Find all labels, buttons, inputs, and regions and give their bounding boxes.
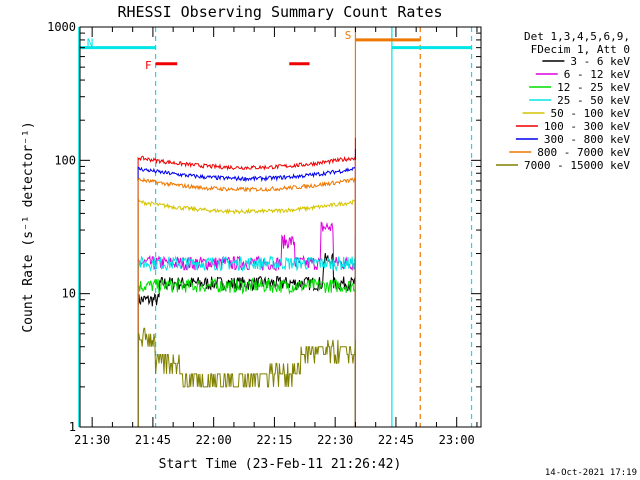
x-tick-label: 21:30: [74, 433, 110, 447]
legend-entry-label: 12 - 25 keV: [557, 81, 630, 94]
series-line: [137, 137, 356, 427]
flag-label: N: [87, 37, 94, 50]
x-tick-label: 23:00: [439, 433, 475, 447]
series-line: [137, 253, 356, 427]
series-line: [137, 182, 356, 427]
legend: Det 1,3,4,5,6,9,FDecim 1, Att 03 - 6 keV…: [496, 30, 630, 172]
series-line: [137, 221, 356, 427]
x-tick-label: 22:15: [256, 433, 292, 447]
legend-entry-label: 100 - 300 keV: [544, 120, 630, 133]
series-line: [137, 327, 356, 427]
legend-entry-label: 25 - 50 keV: [557, 94, 630, 107]
y-tick-label: 100: [54, 153, 76, 167]
legend-entry-label: 800 - 7000 keV: [537, 146, 630, 159]
flag-label: S: [345, 29, 352, 42]
y-tick-label: 1000: [47, 20, 76, 34]
x-tick-label: 22:30: [317, 433, 353, 447]
series-line: [137, 235, 356, 427]
legend-entry-label: 50 - 100 keV: [551, 107, 631, 120]
y-axis-label: Count Rate (s⁻¹ detector⁻¹): [21, 121, 36, 332]
plot-area: N F S: [78, 27, 473, 427]
chart-title: RHESSI Observing Summary Count Rates: [117, 3, 442, 21]
footer-date: 14-Oct-2021 17:19: [545, 468, 637, 478]
axes-frame: [79, 26, 482, 428]
series-line: [137, 149, 356, 427]
flag-label: F: [145, 59, 152, 72]
x-tick-label: 22:00: [196, 433, 232, 447]
axis-ticks: 1 10 100 1000 21:30 21:45 22:00 22:15 22:30 22:45…: [47, 20, 481, 447]
series-line: [137, 159, 356, 427]
series-line: [137, 258, 356, 427]
legend-entry-label: 6 - 12 keV: [564, 68, 631, 81]
x-axis-label: Start Time (23-Feb-11 21:26:42): [159, 457, 402, 472]
y-tick-label: 1: [69, 420, 76, 434]
x-tick-label: 22:45: [378, 433, 414, 447]
y-tick-label: 10: [62, 287, 76, 301]
legend-header: Det 1,3,4,5,6,9,: [524, 30, 630, 43]
legend-entry-label: 7000 - 15000 keV: [524, 159, 630, 172]
legend-header: FDecim 1, Att 0: [531, 43, 630, 56]
legend-entry-label: 3 - 6 keV: [570, 55, 630, 68]
legend-entry-label: 300 - 800 keV: [544, 133, 630, 146]
x-tick-label: 21:45: [135, 433, 171, 447]
